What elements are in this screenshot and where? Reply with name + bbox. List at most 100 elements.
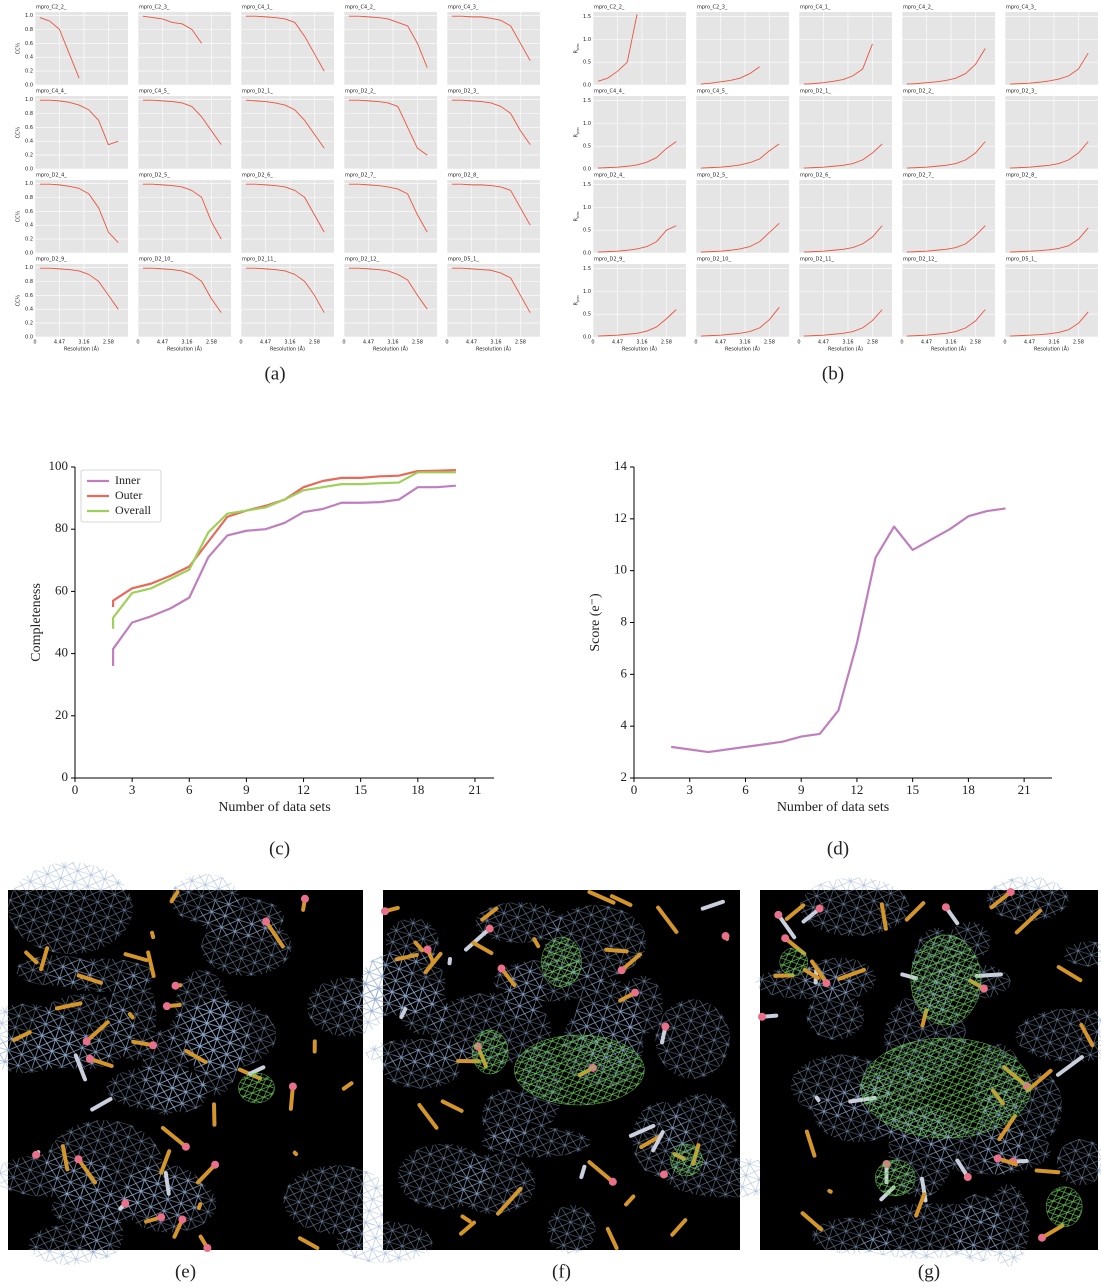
y-axis-label: Rpim <box>574 295 581 306</box>
mesh-blob <box>8 862 133 954</box>
x-tick-label: 2.58 <box>1073 340 1084 346</box>
plot-background <box>35 96 128 169</box>
x-tick-label: 12 <box>297 782 310 797</box>
subplot: mpro_C2_3_ <box>696 5 789 86</box>
caption: (c) <box>269 838 290 859</box>
plot-background <box>138 264 231 337</box>
x-axis-label: Resolution (Å) <box>828 346 863 353</box>
difference-density <box>861 1038 1031 1138</box>
mesh-blob <box>655 999 730 1078</box>
mesh-blob <box>548 1205 596 1254</box>
y-tick-label: 0.5 <box>583 60 591 66</box>
plot-background <box>447 96 540 169</box>
x-tick-label: 0 <box>445 340 448 346</box>
subplot: mpro_D2_3_ <box>447 89 540 170</box>
mesh-blob <box>107 1066 207 1110</box>
stick <box>152 933 153 937</box>
subplot-title: mpro_D2_5_ <box>139 173 170 179</box>
subplot: mpro_D2_1_ <box>799 89 892 170</box>
legend-label: Inner <box>115 473 140 487</box>
x-tick-label: 0 <box>239 340 242 346</box>
plot-background <box>447 180 540 253</box>
x-tick-label: 21 <box>1018 782 1031 797</box>
x-axis-label: Resolution (Å) <box>622 346 657 353</box>
plot-background <box>593 180 686 253</box>
plot-background <box>1005 264 1098 337</box>
mesh-blob <box>48 959 155 992</box>
subplot-title: mpro_D2_8_ <box>1006 173 1037 179</box>
subplot-title: mpro_D5_1_ <box>1006 257 1037 263</box>
atom <box>121 1199 129 1207</box>
x-tick-label: 0 <box>694 340 697 346</box>
subplot: 0.00.20.40.60.81.0mpro_C2_2_CC½ <box>15 5 129 89</box>
x-tick-label: 3 <box>129 782 136 797</box>
y-tick-label: 0.0 <box>583 251 591 257</box>
legend-label: Outer <box>115 488 142 502</box>
mesh-blob <box>986 877 1068 921</box>
x-tick-label: 4.47 <box>260 340 271 346</box>
subplot-title: mpro_C2_2_ <box>36 5 67 11</box>
difference-density <box>875 1160 915 1196</box>
atom <box>774 911 782 919</box>
stick <box>1037 1171 1059 1173</box>
x-tick-label: 21 <box>468 782 481 797</box>
subplot: mpro_C4_3_ <box>447 5 540 86</box>
figure: 0.00.20.40.60.81.0mpro_C2_2_CC½ mpro_C2_3… <box>0 0 1101 1287</box>
y-tick-label: 0.4 <box>25 55 33 61</box>
subplot-title: mpro_D2_6_ <box>800 173 831 179</box>
x-tick-label: 3.16 <box>387 340 398 346</box>
difference-density <box>514 1035 644 1105</box>
x-tick-label: 2.58 <box>867 340 878 346</box>
y-tick-label: 1.5 <box>583 98 591 104</box>
y-tick-label: 14 <box>614 458 628 473</box>
y-tick-label: 0.8 <box>25 27 33 33</box>
x-tick-label: 0 <box>72 782 79 797</box>
y-axis-label-sub: pim <box>576 211 580 218</box>
density-image: (e) <box>0 862 391 1282</box>
x-tick-label: 2.58 <box>103 340 114 346</box>
y-tick-label: 0.0 <box>25 167 33 173</box>
atom <box>1038 1234 1046 1242</box>
atom <box>661 1023 669 1031</box>
mesh-blob <box>192 1002 240 1095</box>
x-tick-label: 2.58 <box>764 340 775 346</box>
y-tick-label: 100 <box>49 458 69 473</box>
subplot: 04.473.162.58mpro_D2_10_Resolution (Å) <box>136 257 231 353</box>
x-tick-label: 9 <box>798 782 805 797</box>
subplot-title: mpro_D2_3_ <box>1006 89 1037 95</box>
subplot-title: mpro_D2_1_ <box>242 89 273 95</box>
data-line <box>113 486 456 666</box>
subplot: 0.00.20.40.60.81.0mpro_C4_4_CC½ <box>15 89 129 173</box>
difference-density <box>911 935 981 1025</box>
line-chart: 2468101214036912151821Number of data set… <box>588 458 1052 859</box>
atom <box>722 932 730 940</box>
y-tick-label: 0.5 <box>583 312 591 318</box>
plot-background <box>241 264 334 337</box>
caption: (g) <box>918 1261 940 1282</box>
subplot: mpro_D2_5_ <box>138 173 231 254</box>
y-tick-label: 12 <box>614 510 627 525</box>
atom <box>758 1013 766 1021</box>
subplot: 0.00.51.01.5mpro_C2_2_Rpim <box>574 5 687 89</box>
mesh-blob <box>620 976 663 1035</box>
subplot-title: mpro_D2_3_ <box>448 89 479 95</box>
plot-background <box>344 180 437 253</box>
atom <box>172 982 180 990</box>
plot-background <box>902 96 995 169</box>
x-tick-label: 3.16 <box>842 340 853 346</box>
y-tick-label: 6 <box>621 665 628 680</box>
subplot-title: mpro_C4_5_ <box>139 89 170 95</box>
y-tick-label: 0.4 <box>25 307 33 313</box>
subplot: 0.00.20.40.60.81.004.473.162.58mpro_D2_9… <box>15 257 129 353</box>
y-tick-label: 0.4 <box>25 139 33 145</box>
y-tick-label: 80 <box>55 520 68 535</box>
x-tick-label: 3.16 <box>1048 340 1059 346</box>
x-tick-label: 0 <box>342 340 345 346</box>
plot-background <box>1005 180 1098 253</box>
y-tick-label: 0.0 <box>583 335 591 341</box>
subplot: 0.00.51.01.5mpro_C4_4_Rpim <box>574 89 687 173</box>
subplot: mpro_D2_7_ <box>902 173 995 254</box>
small-multiples: 0.00.20.40.60.81.0mpro_C2_2_CC½mpro_C2_3… <box>15 5 541 353</box>
mesh-blob <box>953 1194 1001 1262</box>
y-tick-label: 1.0 <box>583 37 591 43</box>
